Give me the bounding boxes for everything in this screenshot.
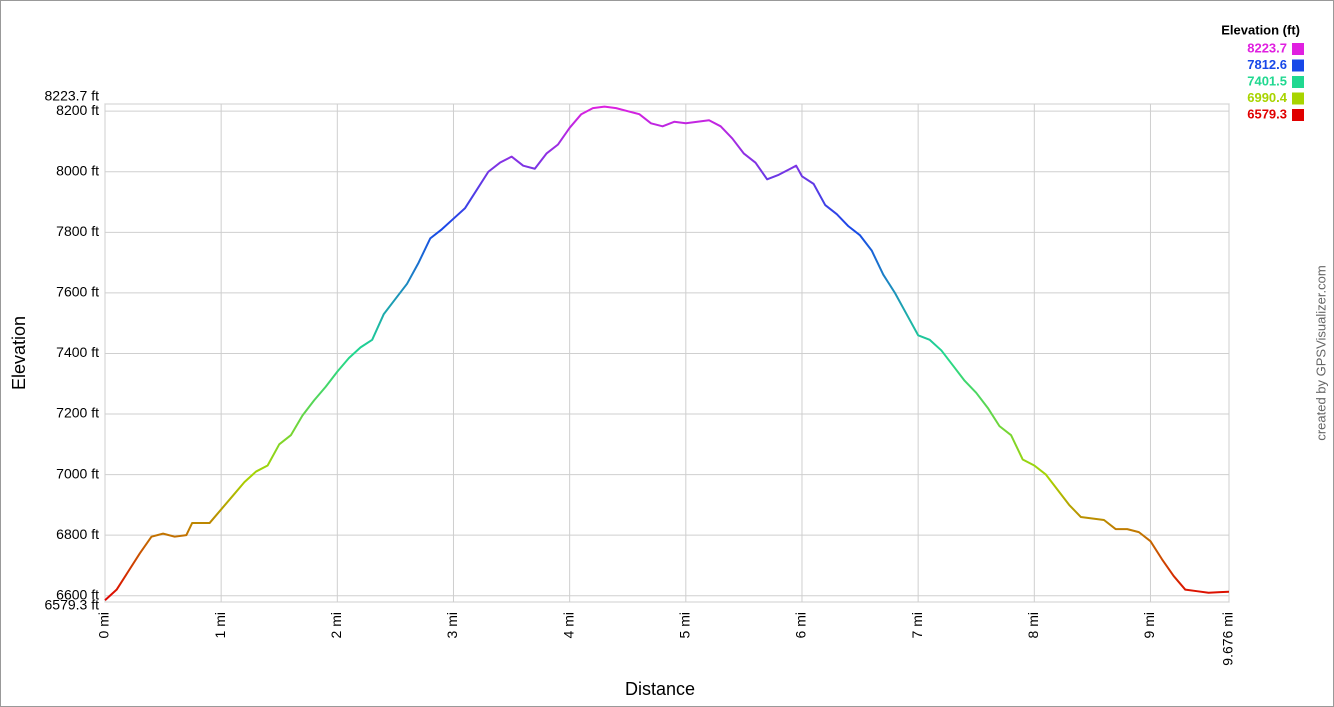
x-axis-label: Distance (625, 679, 695, 699)
x-tick-label: 4 mi (560, 612, 576, 638)
y-tick-label: 7200 ft (56, 405, 99, 421)
y-tick-label: 6600 ft (56, 586, 99, 602)
x-tick-label: 2 mi (328, 612, 344, 638)
legend-label: 7401.5 (1247, 73, 1287, 88)
legend-label: 6579.3 (1247, 106, 1287, 121)
y-tick-label: 8000 ft (56, 162, 99, 178)
legend-label: 6990.4 (1247, 90, 1288, 105)
y-axis-label: Elevation (9, 316, 29, 390)
elevation-line (104, 105, 1230, 602)
x-tick-label: 5 mi (677, 612, 693, 638)
x-tick-label: 8 mi (1025, 612, 1041, 638)
y-tick-label: 7800 ft (56, 223, 99, 239)
legend-title: Elevation (ft) (1221, 22, 1300, 37)
legend-swatch (1292, 92, 1304, 105)
credit: created by GPSVisualizer.com (1313, 265, 1328, 440)
x-tick-label: 3 mi (444, 612, 460, 638)
y-tick-label: 6579.3 ft (45, 597, 100, 613)
y-tick-label: 8223.7 ft (45, 88, 100, 104)
x-tick-label: 9.676 mi (1220, 612, 1236, 666)
x-tick-label: 6 mi (793, 612, 809, 638)
legend-label: 7812.6 (1247, 57, 1287, 72)
x-tick-label: 7 mi (909, 612, 925, 638)
x-tick-label: 0 mi (96, 612, 112, 638)
legend-label: 8223.7 (1247, 40, 1287, 55)
x-tick-label: 9 mi (1141, 612, 1157, 638)
legend-swatch (1292, 76, 1304, 88)
x-tick-label: 1 mi (212, 612, 228, 638)
legend-swatch (1292, 109, 1304, 121)
legend-swatch (1292, 43, 1304, 55)
y-tick-label: 7600 ft (56, 284, 99, 300)
y-tick-label: 7400 ft (56, 344, 99, 360)
y-tick-label: 7000 ft (56, 465, 99, 481)
y-tick-label: 6800 ft (56, 526, 99, 542)
y-tick-label: 8200 ft (56, 102, 99, 118)
legend-swatch (1292, 59, 1304, 72)
